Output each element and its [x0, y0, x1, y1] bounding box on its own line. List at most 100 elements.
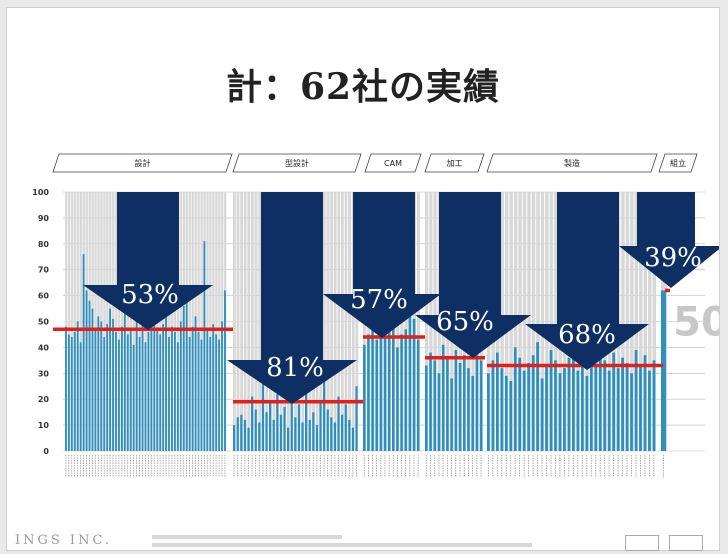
bar	[215, 334, 218, 451]
bar-background	[168, 192, 171, 451]
bar	[433, 360, 437, 451]
bar	[462, 355, 466, 451]
bar	[218, 339, 220, 451]
bar	[616, 368, 620, 451]
bar	[120, 326, 123, 451]
y-tick-label: 90	[38, 214, 50, 223]
bar	[487, 373, 490, 451]
bar	[400, 334, 403, 451]
bar	[576, 370, 580, 451]
bar	[416, 339, 420, 451]
bar-background	[240, 192, 244, 451]
bar-background	[132, 192, 136, 451]
bar	[144, 342, 147, 451]
bar-background	[173, 192, 177, 451]
bar	[173, 331, 176, 451]
bar-background	[171, 192, 174, 451]
bar	[251, 396, 254, 451]
bar-background	[67, 192, 71, 451]
percent-label: 57%	[350, 285, 408, 315]
next-page-button[interactable]	[669, 535, 703, 551]
down-arrow	[83, 192, 213, 330]
bar	[243, 419, 247, 451]
bar	[379, 326, 383, 451]
bar-background	[351, 192, 355, 451]
bar-background	[103, 192, 106, 451]
bar	[283, 406, 286, 451]
bar-background	[79, 192, 83, 451]
group-header-label: 加工	[447, 158, 463, 168]
group-header	[658, 153, 698, 173]
bar	[625, 362, 629, 451]
bar-background	[206, 192, 209, 451]
bar-background	[115, 192, 118, 451]
bar	[558, 373, 562, 451]
footer-fine-print-2	[152, 543, 532, 547]
bar	[412, 318, 416, 451]
bar	[527, 362, 531, 451]
bar	[100, 321, 103, 451]
bar	[112, 318, 114, 451]
bar-background	[120, 192, 124, 451]
bar	[188, 337, 191, 451]
bar	[209, 337, 212, 451]
y-tick-label: 80	[38, 240, 50, 249]
bar	[475, 352, 479, 451]
bar-background	[652, 192, 657, 451]
bar	[612, 352, 616, 451]
group-header-label: CAM	[384, 159, 402, 168]
bar-background	[536, 192, 540, 451]
bar	[404, 329, 407, 451]
bar	[79, 342, 82, 451]
group-header	[486, 153, 658, 173]
bar	[441, 344, 445, 451]
bar	[301, 422, 304, 451]
prev-page-button[interactable]	[625, 535, 659, 551]
bar	[585, 375, 589, 451]
bar	[82, 254, 85, 451]
bar	[371, 321, 374, 451]
bar-background	[118, 192, 121, 451]
bar	[179, 321, 182, 451]
bar-background	[621, 192, 625, 451]
bar-background	[344, 192, 348, 451]
footer-fine-print-1	[152, 535, 342, 539]
bar	[182, 305, 185, 451]
bar	[495, 352, 499, 451]
bar-background	[326, 192, 330, 451]
y-tick-label: 60	[38, 292, 50, 301]
bar-background	[200, 192, 203, 451]
bar	[509, 381, 513, 451]
bar	[479, 360, 483, 451]
bar	[156, 329, 159, 451]
bar	[607, 370, 611, 451]
bar	[103, 337, 106, 451]
bar	[206, 329, 209, 451]
bar	[308, 419, 311, 451]
bar	[630, 373, 633, 451]
bar	[191, 326, 194, 451]
percent-label: 68%	[558, 320, 616, 350]
group-header-label: 設計	[135, 158, 151, 168]
bar	[272, 419, 275, 451]
bar	[254, 409, 257, 451]
bar-background	[630, 192, 634, 451]
bar-background	[218, 192, 221, 451]
bar	[123, 313, 126, 451]
bar	[94, 329, 97, 451]
bar	[458, 362, 462, 451]
y-tick-label: 100	[32, 188, 49, 197]
bar	[70, 337, 73, 451]
bar-background	[233, 192, 236, 451]
bar	[634, 349, 638, 451]
bar	[554, 360, 557, 451]
bar-background	[129, 192, 133, 451]
percent-label: 39%	[644, 243, 702, 273]
bar	[162, 324, 165, 451]
bar	[594, 365, 598, 451]
bar-background	[531, 192, 536, 451]
bar	[563, 368, 566, 451]
bar	[290, 399, 293, 451]
bar	[135, 295, 138, 451]
bar-background	[212, 192, 215, 451]
